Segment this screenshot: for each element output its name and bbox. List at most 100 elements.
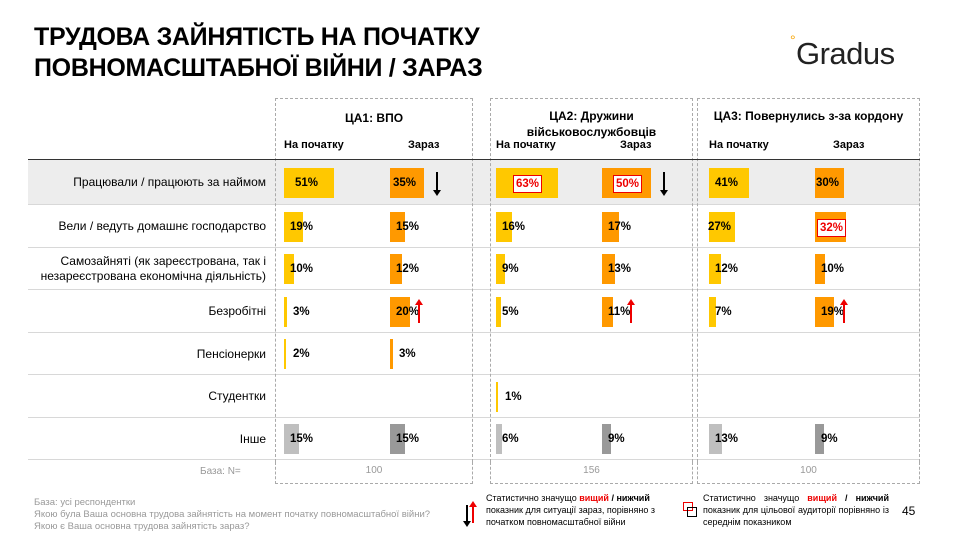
col-start-label: На початку [496, 139, 556, 151]
value-label: 9% [502, 263, 519, 275]
bar-start [284, 167, 334, 198]
value-label: 5% [502, 305, 519, 318]
row-label: Самозайняті (як зареєстрована, так і нез… [40, 254, 266, 283]
group-base: 100 [275, 462, 473, 484]
value-label: 15% [290, 433, 314, 445]
page-title: ТРУДОВА ЗАЙНЯТІСТЬ НА ПОЧАТКУ ПОВНОМАСШТА… [34, 23, 483, 82]
footnote: База: усі респондентки Якою була Ваша осн… [34, 497, 431, 532]
group-title: ЦА1: ВПО [344, 111, 404, 125]
col-now-label: Зараз [620, 139, 652, 151]
value-label: 13% [715, 433, 739, 445]
bar-now [815, 424, 824, 454]
value-label: 9% [608, 433, 625, 445]
group-base: 100 [697, 462, 920, 484]
value-label: 10% [290, 263, 314, 275]
bar-now [602, 424, 611, 454]
bar-now [390, 254, 402, 284]
arrow-up-icon [627, 298, 635, 323]
value-label: 3% [399, 348, 416, 360]
bar-start [284, 424, 299, 454]
value-label: 17% [608, 220, 632, 233]
value-label: 6% [502, 433, 519, 445]
arrow-up-icon [469, 501, 477, 523]
arrow-up-icon [840, 298, 848, 323]
arrow-down-icon [433, 171, 442, 196]
group-title: ЦА3: Повернулись з-за кордону [713, 109, 904, 123]
value-label: 9% [821, 433, 838, 445]
bar-start [284, 211, 303, 242]
value-label: 10% [821, 263, 845, 275]
value-label: 12% [715, 263, 739, 275]
group-base: 156 [490, 462, 693, 484]
bar-start [709, 254, 721, 284]
col-now-label: Зараз [408, 139, 440, 151]
bar-now [602, 296, 613, 327]
bar-now [390, 339, 393, 369]
value-label: 19% [821, 305, 845, 318]
bar-start [496, 211, 512, 242]
bar-now [602, 254, 615, 284]
group-column [275, 98, 473, 462]
col-start-label: На початку [709, 139, 769, 151]
value-label: 3% [293, 305, 310, 318]
black-box-icon [687, 507, 697, 517]
value-label: 20% [396, 305, 420, 318]
bar-now [815, 296, 834, 327]
value-label: 30% [816, 176, 840, 189]
value-label: 2% [293, 348, 310, 360]
bar-start [709, 424, 722, 454]
value-label: 1% [505, 390, 522, 403]
value-label: 41% [715, 176, 739, 189]
page-number: 45 [902, 504, 916, 518]
value-label: 27% [708, 220, 732, 233]
value-label: 12% [396, 263, 420, 275]
red-box-icon [683, 502, 693, 511]
header-divider [28, 159, 920, 160]
col-start-label: На початку [284, 139, 344, 151]
bar-now [815, 167, 845, 198]
value-label: 13% [608, 263, 632, 275]
value-label: 15% [396, 433, 420, 445]
bar-start [709, 211, 736, 242]
value-label: 11% [608, 305, 631, 318]
value-label: 35% [393, 176, 417, 189]
group-column [697, 98, 920, 462]
value-label: 16% [502, 220, 526, 233]
bar-now [390, 211, 405, 242]
bar-start [496, 296, 501, 327]
bar-now [390, 296, 410, 327]
bar-start [496, 424, 502, 454]
col-now-label: Зараз [833, 139, 865, 151]
value-label: 19% [290, 220, 314, 233]
gradus-logo: ° Gradus [790, 32, 895, 71]
row-label: Працювали / працюють за наймом [73, 175, 266, 189]
arrow-down-icon [660, 171, 668, 196]
value-label: 15% [396, 220, 420, 233]
row-label: Інше [239, 431, 266, 446]
bar-now [390, 424, 405, 454]
value-label: 63% [513, 174, 543, 193]
bar-start [284, 339, 286, 369]
value-label: 51% [295, 176, 319, 189]
bar-start [284, 254, 294, 284]
bar-start [709, 296, 716, 327]
row-label: Вели / ведуть домашнє господарство [58, 219, 267, 233]
row-label: Безробітні [208, 304, 266, 318]
bar-now [602, 211, 619, 242]
value-label: 7% [715, 305, 732, 318]
arrow-down-icon [463, 505, 471, 527]
value-label: 32% [817, 218, 847, 237]
base-label: База: N= [200, 466, 241, 477]
row-label: Пенсіонерки [196, 346, 266, 361]
bar-start [496, 254, 505, 284]
value-label: 50% [613, 174, 643, 193]
bar-now [815, 254, 825, 284]
bar-start [284, 296, 287, 327]
bar-now [390, 167, 425, 198]
group-title: ЦА2: Дружини військовослужбовців [526, 109, 657, 139]
bar-start [496, 381, 498, 412]
group-column [490, 98, 693, 462]
row-label: Студентки [208, 389, 266, 403]
arrow-up-icon [415, 298, 423, 323]
bar-start [709, 167, 750, 198]
